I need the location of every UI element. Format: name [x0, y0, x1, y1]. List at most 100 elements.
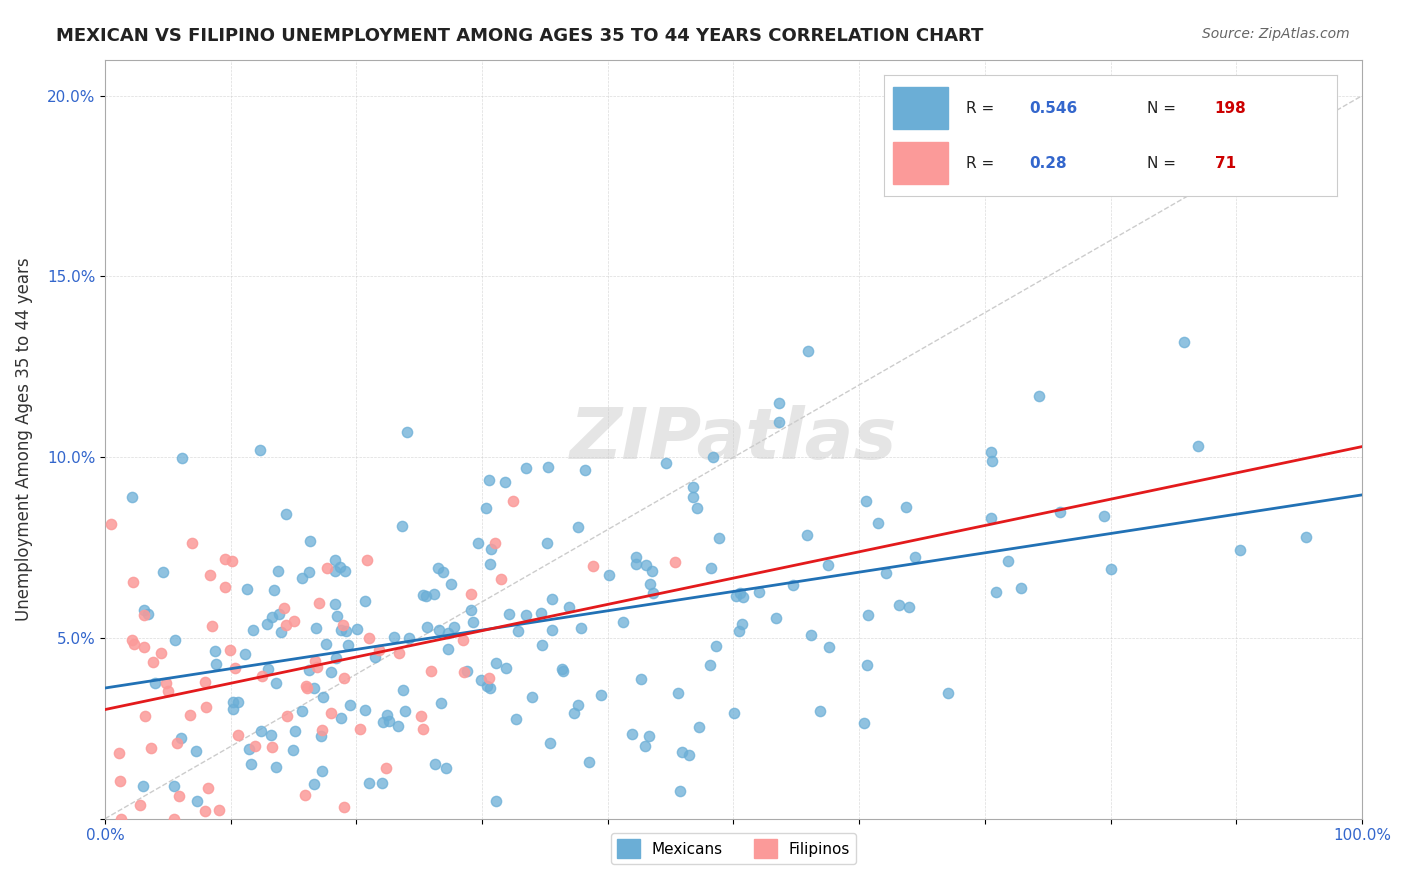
Filipinos — [489, 573, 512, 587]
Mexicans — [700, 560, 723, 574]
Mexicans — [733, 591, 755, 605]
Mexicans — [222, 702, 245, 716]
Mexicans — [165, 633, 187, 648]
Mexicans — [335, 624, 357, 638]
Mexicans — [426, 560, 449, 574]
Filipinos — [214, 580, 236, 594]
Mexicans — [538, 736, 561, 750]
Mexicans — [249, 724, 271, 739]
Mexicans — [460, 603, 482, 617]
Mexicans — [641, 586, 664, 600]
Mexicans — [136, 607, 159, 622]
Mexicans — [309, 729, 332, 743]
Filipinos — [502, 494, 524, 508]
Mexicans — [981, 454, 1004, 468]
Filipinos — [200, 619, 222, 633]
Mexicans — [531, 638, 554, 652]
Mexicans — [1173, 334, 1195, 349]
Filipinos — [224, 661, 246, 675]
Mexicans — [378, 714, 401, 728]
Mexicans — [980, 511, 1002, 525]
Mexicans — [463, 615, 485, 630]
Filipinos — [332, 800, 354, 814]
Mexicans — [242, 623, 264, 637]
Mexicans — [257, 662, 280, 676]
Mexicans — [634, 558, 657, 572]
Mexicans — [768, 415, 790, 429]
Text: MEXICAN VS FILIPINO UNEMPLOYMENT AMONG AGES 35 TO 44 YEARS CORRELATION CHART: MEXICAN VS FILIPINO UNEMPLOYMENT AMONG A… — [56, 27, 984, 45]
Mexicans — [226, 695, 249, 709]
Mexicans — [515, 607, 537, 622]
Filipinos — [412, 722, 434, 736]
Filipinos — [108, 746, 131, 760]
Mexicans — [728, 624, 751, 638]
Filipinos — [134, 640, 156, 655]
Mexicans — [856, 658, 879, 673]
Mexicans — [170, 450, 193, 465]
Mexicans — [323, 597, 346, 611]
Mexicans — [725, 589, 748, 603]
Mexicans — [291, 705, 314, 719]
Mexicans — [329, 711, 352, 725]
Mexicans — [495, 475, 517, 489]
Mexicans — [898, 600, 921, 615]
Mexicans — [132, 603, 155, 617]
Mexicans — [868, 516, 890, 530]
Mexicans — [363, 650, 385, 665]
Text: ZIPatlas: ZIPatlas — [569, 405, 897, 474]
Mexicans — [170, 731, 193, 745]
Filipinos — [283, 614, 305, 628]
Mexicans — [894, 500, 917, 515]
Mexicans — [304, 681, 326, 695]
Mexicans — [671, 746, 693, 760]
Mexicans — [260, 610, 283, 624]
Mexicans — [470, 673, 492, 687]
Filipinos — [228, 728, 250, 742]
Filipinos — [374, 761, 396, 775]
Mexicans — [323, 564, 346, 578]
Filipinos — [128, 798, 150, 813]
Mexicans — [238, 742, 260, 756]
Filipinos — [484, 536, 506, 550]
Filipinos — [273, 600, 295, 615]
Mexicans — [415, 589, 437, 603]
Mexicans — [540, 591, 562, 606]
Filipinos — [453, 633, 475, 648]
Filipinos — [108, 774, 131, 789]
Filipinos — [419, 665, 441, 679]
Mexicans — [591, 688, 613, 702]
Mexicans — [666, 686, 689, 700]
Mexicans — [240, 756, 263, 771]
Mexicans — [731, 617, 754, 632]
Mexicans — [299, 534, 322, 549]
Mexicans — [325, 609, 347, 624]
Filipinos — [321, 706, 343, 720]
Mexicans — [346, 622, 368, 636]
Mexicans — [1229, 543, 1251, 558]
Mexicans — [997, 554, 1019, 568]
Mexicans — [236, 582, 259, 596]
Mexicans — [936, 686, 959, 700]
Filipinos — [198, 568, 221, 582]
Filipinos — [214, 552, 236, 566]
Mexicans — [979, 444, 1001, 458]
Filipinos — [100, 516, 122, 531]
Mexicans — [515, 460, 537, 475]
Mexicans — [330, 623, 353, 637]
Mexicans — [266, 676, 288, 690]
Mexicans — [284, 723, 307, 738]
Mexicans — [337, 638, 360, 652]
Mexicans — [264, 760, 287, 774]
Mexicans — [808, 704, 831, 718]
Mexicans — [333, 564, 356, 578]
Mexicans — [416, 620, 439, 634]
Mexicans — [163, 779, 186, 793]
Filipinos — [250, 669, 273, 683]
Mexicans — [598, 567, 620, 582]
Filipinos — [134, 709, 156, 723]
Filipinos — [308, 597, 330, 611]
Mexicans — [530, 606, 553, 620]
Mexicans — [475, 500, 498, 515]
Mexicans — [1187, 439, 1209, 453]
Filipinos — [294, 788, 316, 802]
